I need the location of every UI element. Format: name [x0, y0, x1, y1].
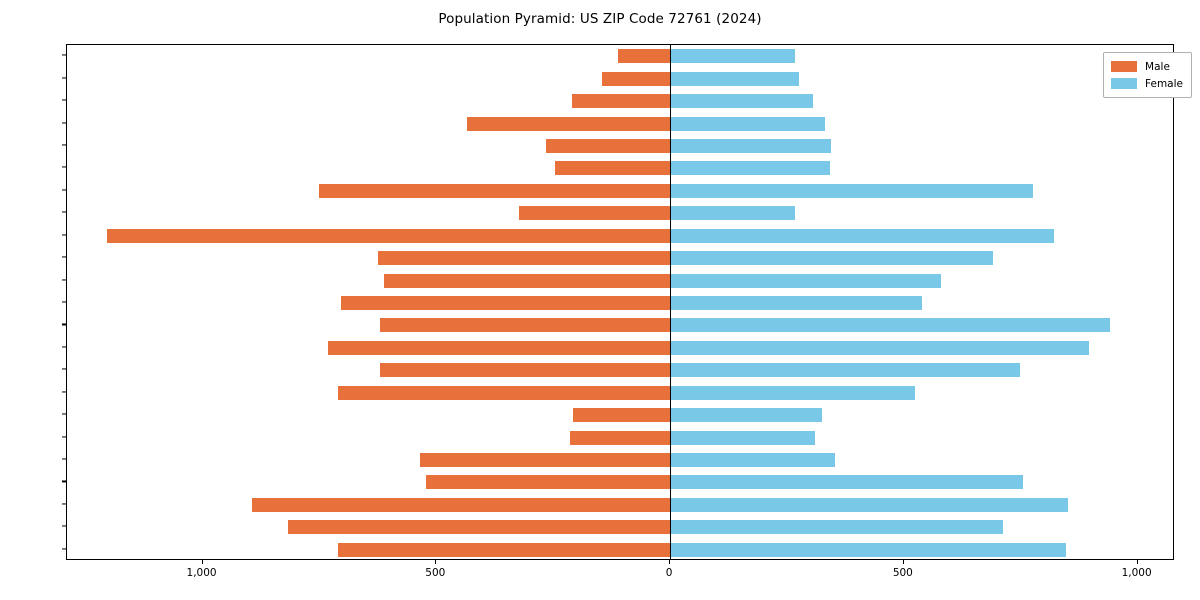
- bar-male-45-49: [383, 273, 671, 288]
- bar-male-65-66: [555, 161, 671, 176]
- bar-female-20: [670, 430, 815, 445]
- x-tick-mark: [201, 560, 203, 564]
- legend-label-female: Female: [1145, 77, 1183, 90]
- bars-layer: [67, 45, 1173, 559]
- bar-male-80-84: [602, 71, 671, 86]
- y-tick-mark: [62, 211, 66, 213]
- x-tick-label-4: 1,000: [1121, 567, 1152, 579]
- y-tick-mark: [62, 234, 66, 236]
- bar-male-62-64: [319, 183, 671, 198]
- bar-female-85-: [670, 49, 795, 64]
- bar-male-21: [572, 408, 671, 423]
- y-tick-mark: [62, 391, 66, 393]
- bar-female-22-24: [670, 385, 915, 400]
- bar-female-30-34: [670, 340, 1089, 355]
- x-tick-mark: [435, 560, 437, 564]
- bar-male-20: [570, 430, 671, 445]
- legend-item-female: Female: [1111, 75, 1183, 92]
- y-tick-mark: [62, 256, 66, 258]
- bar-female-25-29: [670, 363, 1020, 378]
- bar-male-40-44: [340, 296, 671, 310]
- bar-male-50-54: [378, 251, 671, 266]
- bar-female-62-64: [670, 183, 1034, 198]
- bar-female-80-84: [670, 71, 799, 86]
- y-tick-mark: [62, 166, 66, 168]
- bar-male-67-69: [546, 138, 671, 153]
- y-tick-mark: [62, 323, 66, 325]
- y-tick-mark: [62, 189, 66, 191]
- bar-female-under-5: [670, 542, 1066, 557]
- bar-female-35-39: [670, 318, 1110, 333]
- chart-title: Population Pyramid: US ZIP Code 72761 (2…: [438, 11, 762, 27]
- bar-male-70-74: [466, 116, 671, 131]
- bar-male-25-29: [380, 363, 671, 378]
- y-tick-mark: [62, 121, 66, 124]
- bar-female-70-74: [670, 116, 826, 131]
- y-tick-mark: [62, 144, 66, 146]
- y-tick-mark: [62, 368, 66, 370]
- bar-male-35-39: [380, 318, 671, 333]
- y-axis: 85+80-8475-7970-7467-6965-6662-6460-6155…: [0, 0, 66, 600]
- bar-male-75-79: [571, 94, 671, 109]
- bar-male-85-: [618, 49, 671, 64]
- y-tick-mark: [62, 436, 66, 438]
- bar-female-40-44: [670, 296, 922, 310]
- y-tick-mark: [62, 548, 66, 550]
- bar-male-10-14: [251, 497, 671, 512]
- bar-female-45-49: [670, 273, 942, 288]
- y-tick-mark: [62, 301, 66, 303]
- bar-female-60-61: [670, 206, 796, 221]
- bar-male-5-9: [288, 520, 671, 535]
- bar-female-15-17: [670, 475, 1024, 490]
- bar-female-50-54: [670, 251, 994, 266]
- y-tick-mark: [62, 458, 66, 460]
- y-tick-mark: [62, 346, 66, 348]
- y-tick-mark: [62, 525, 66, 527]
- bar-female-10-14: [670, 497, 1068, 512]
- legend-item-male: Male: [1111, 58, 1183, 75]
- bar-female-75-79: [670, 94, 813, 109]
- y-tick-mark: [62, 279, 66, 281]
- zero-axis-line: [670, 45, 672, 559]
- x-tick-mark: [669, 560, 671, 564]
- x-tick-label-1: 500: [425, 567, 446, 579]
- bar-female-18-19: [670, 453, 836, 468]
- legend-swatch-male: [1111, 61, 1138, 72]
- bar-male-60-61: [518, 206, 671, 221]
- x-tick-label-0: 1,000: [186, 567, 217, 579]
- bar-male-22-24: [338, 385, 671, 400]
- chart-legend: Male Female: [1103, 52, 1192, 98]
- x-tick-label-2: 0: [665, 567, 673, 579]
- legend-swatch-female: [1111, 78, 1138, 89]
- bar-male-15-17: [425, 475, 671, 490]
- legend-label-male: Male: [1145, 60, 1170, 73]
- bar-female-21: [670, 408, 823, 423]
- x-tick-mark: [1136, 560, 1138, 564]
- bar-female-5-9: [670, 520, 1003, 535]
- bar-male-55-59: [107, 228, 671, 243]
- x-tick-mark: [902, 560, 904, 564]
- y-tick-mark: [62, 77, 66, 79]
- bar-male-30-34: [328, 340, 671, 355]
- x-tick-label-3: 500: [892, 567, 913, 579]
- bar-male-under-5: [338, 542, 671, 557]
- bar-female-65-66: [670, 161, 830, 176]
- y-tick-mark: [62, 54, 66, 56]
- bar-male-18-19: [419, 453, 671, 468]
- plot-area: [66, 44, 1174, 560]
- y-tick-mark: [62, 99, 66, 101]
- bar-female-67-69: [670, 138, 832, 153]
- bar-female-55-59: [670, 228, 1055, 243]
- y-tick-mark: [62, 503, 66, 505]
- y-tick-mark: [62, 480, 66, 483]
- y-tick-mark: [62, 413, 66, 415]
